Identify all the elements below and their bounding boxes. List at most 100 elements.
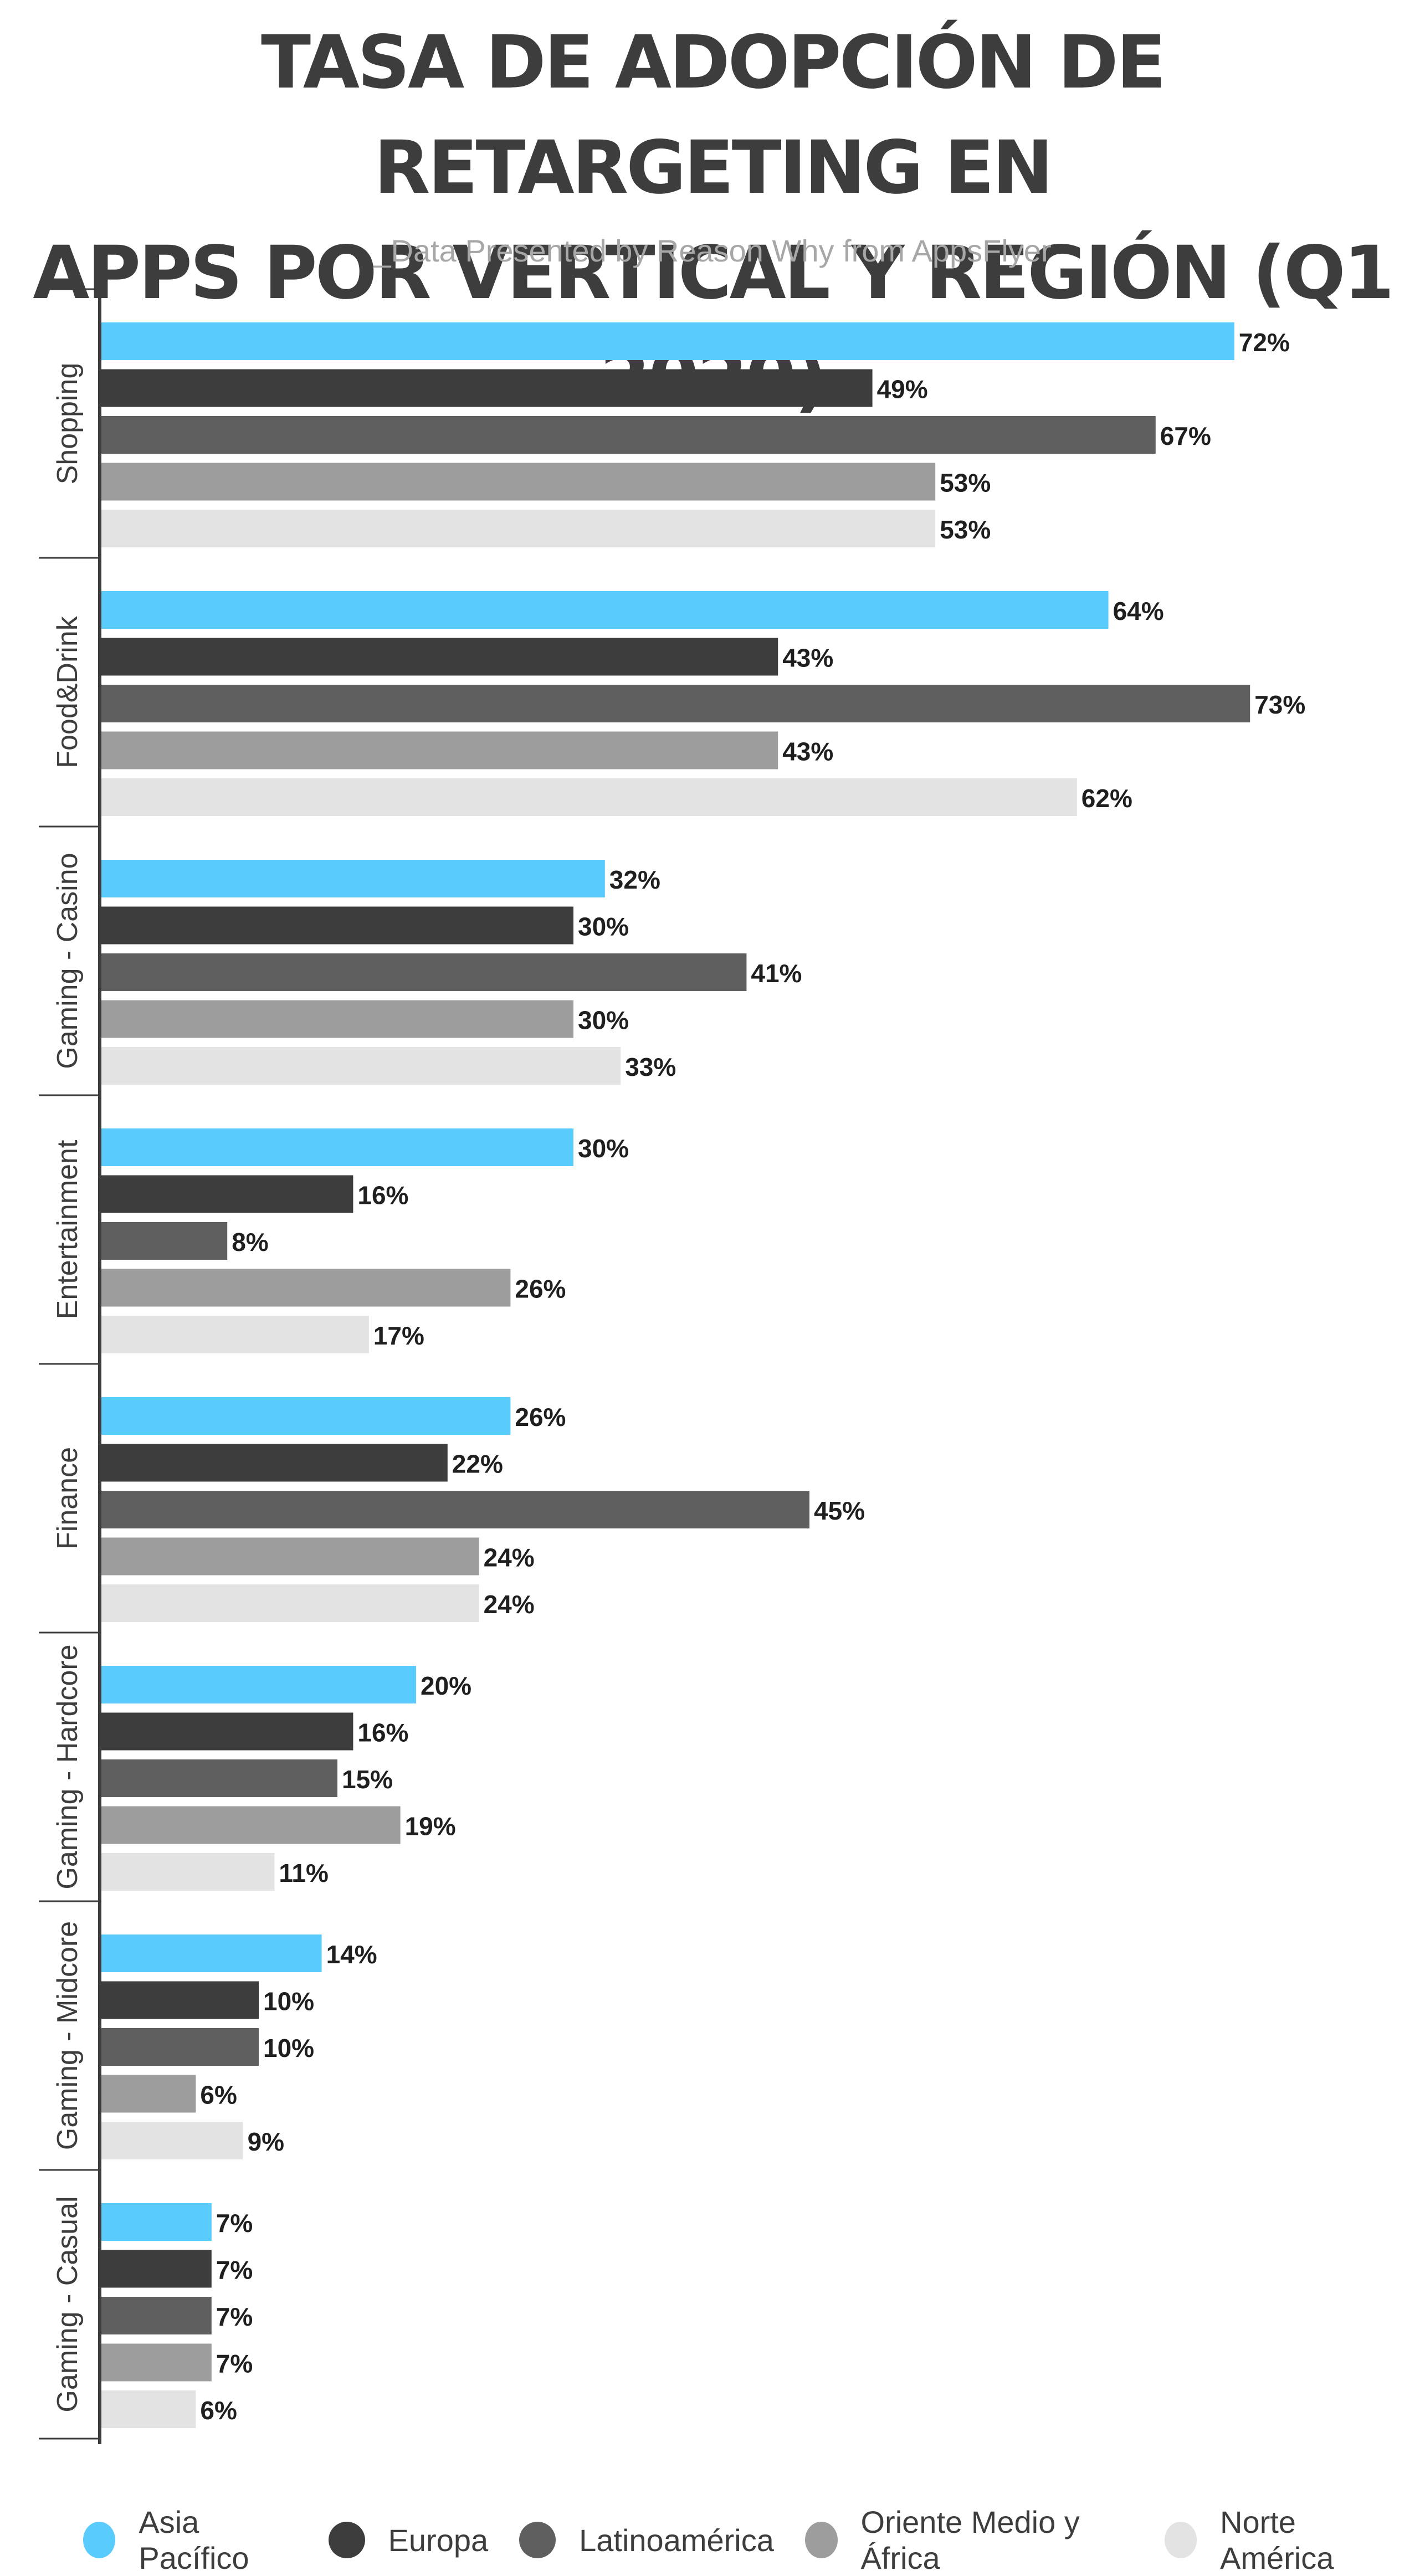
data-label-entertainment-europa: 16% (357, 1181, 408, 1210)
data-label-gaming-midcore-latinoam-rica: 10% (263, 2034, 314, 2062)
data-label-gaming-midcore-norte-am-rica: 9% (248, 2127, 284, 2156)
chart-title-line-1: TASA DE ADOPCIÓN DE RETARGETING EN (261, 20, 1166, 211)
bar-entertainment-norte-am-rica (101, 1316, 369, 1353)
bar-gaming-casual-europa (101, 2250, 212, 2288)
data-label-gaming-casino-asia-pac-fico: 32% (609, 865, 660, 894)
bar-food-drink-oriente-medio-y-frica (101, 731, 778, 769)
data-label-shopping-europa: 49% (877, 375, 928, 404)
bar-entertainment-latinoam-rica (101, 1222, 228, 1260)
bar-gaming-hardcore-europa (101, 1712, 353, 1751)
data-label-gaming-midcore-asia-pac-fico: 14% (326, 1940, 377, 1969)
data-label-shopping-norte-am-rica: 53% (940, 515, 991, 544)
category-label-entertainment: Entertainment (52, 1140, 84, 1319)
data-label-gaming-midcore-europa: 10% (263, 1987, 314, 2016)
chart-legend: Asia Pacífico Europa Latinoamérica Oriente … (83, 2505, 1425, 2575)
bar-gaming-casual-oriente-medio-y-frica (101, 2343, 212, 2382)
data-label-gaming-casual-europa: 7% (216, 2256, 253, 2285)
legend-item-oriente-medio-y-frica: Oriente Medio y África (804, 2504, 1134, 2576)
bar-finance-norte-am-rica (101, 1584, 479, 1622)
data-label-gaming-casino-oriente-medio-y-frica: 30% (578, 1006, 629, 1035)
bar-shopping-asia-pac-fico (101, 322, 1234, 360)
chart-subtitle: _Data Presented by Reason Why from AppsF… (373, 233, 1052, 268)
data-label-finance-asia-pac-fico: 26% (515, 1403, 566, 1431)
bar-shopping-norte-am-rica (101, 510, 936, 547)
bar-gaming-midcore-asia-pac-fico (101, 1934, 322, 1972)
data-label-finance-europa: 22% (452, 1450, 503, 1479)
bar-entertainment-europa (101, 1175, 353, 1213)
legend-item-europa: Europa (328, 2522, 488, 2558)
legend-swatch (83, 2522, 116, 2558)
data-label-gaming-casino-latinoam-rica: 41% (751, 959, 802, 988)
data-label-finance-oriente-medio-y-frica: 24% (484, 1543, 535, 1572)
data-label-entertainment-norte-am-rica: 17% (373, 1321, 424, 1350)
bar-gaming-midcore-norte-am-rica (101, 2122, 243, 2159)
category-label-gaming-casino: Gaming - Casino (52, 853, 84, 1069)
bar-food-drink-latinoam-rica (101, 685, 1250, 722)
category-label-shopping: Shopping (52, 363, 84, 485)
data-label-gaming-casino-europa: 30% (578, 912, 629, 941)
data-label-shopping-latinoam-rica: 67% (1160, 422, 1211, 450)
category-label-food-drink: Food&Drink (52, 615, 84, 768)
data-label-gaming-hardcore-europa: 16% (357, 1718, 408, 1747)
data-label-food-drink-latinoam-rica: 73% (1254, 690, 1305, 719)
data-label-food-drink-oriente-medio-y-frica: 43% (782, 737, 833, 766)
data-label-gaming-midcore-oriente-medio-y-frica: 6% (200, 2081, 237, 2110)
legend-label: Asia Pacífico (139, 2505, 249, 2575)
bar-food-drink-norte-am-rica (101, 778, 1077, 816)
bar-finance-latinoam-rica (101, 1491, 809, 1528)
bar-shopping-latinoam-rica (101, 416, 1156, 454)
bar-food-drink-asia-pac-fico (101, 591, 1109, 629)
data-label-gaming-hardcore-norte-am-rica: 11% (279, 1859, 329, 1887)
data-label-entertainment-oriente-medio-y-frica: 26% (515, 1275, 566, 1304)
data-label-gaming-casual-latinoam-rica: 7% (216, 2302, 253, 2331)
data-label-gaming-casual-norte-am-rica: 6% (200, 2396, 237, 2425)
data-label-entertainment-asia-pac-fico: 30% (578, 1134, 629, 1163)
legend-item-asia-pac-fico: Asia Pacífico (83, 2504, 298, 2576)
bar-gaming-hardcore-latinoam-rica (101, 1759, 337, 1797)
category-label-finance: Finance (52, 1447, 84, 1549)
bar-finance-europa (101, 1444, 448, 1482)
bar-gaming-midcore-europa (101, 1981, 259, 2019)
legend-item-latinoam-rica: Latinoamérica (519, 2522, 774, 2558)
data-label-food-drink-norte-am-rica: 62% (1081, 784, 1132, 813)
bar-entertainment-asia-pac-fico (101, 1128, 573, 1166)
legend-label: Latinoamérica (579, 2522, 774, 2558)
data-label-shopping-oriente-medio-y-frica: 53% (940, 469, 991, 497)
bar-finance-asia-pac-fico (101, 1397, 511, 1435)
bar-gaming-hardcore-asia-pac-fico (101, 1666, 416, 1703)
data-label-gaming-hardcore-asia-pac-fico: 20% (421, 1671, 471, 1700)
data-label-finance-norte-am-rica: 24% (484, 1590, 535, 1619)
data-label-entertainment-latinoam-rica: 8% (232, 1228, 268, 1256)
bar-gaming-casino-europa (101, 906, 573, 945)
category-label-gaming-hardcore: Gaming - Hardcore (52, 1644, 84, 1889)
data-label-food-drink-asia-pac-fico: 64% (1113, 597, 1164, 625)
bar-gaming-casual-asia-pac-fico (101, 2203, 212, 2241)
bar-gaming-casino-oriente-medio-y-frica (101, 1000, 573, 1038)
bar-entertainment-oriente-medio-y-frica (101, 1269, 511, 1307)
bar-gaming-casual-latinoam-rica (101, 2297, 212, 2334)
bar-food-drink-europa (101, 638, 778, 676)
bar-finance-oriente-medio-y-frica (101, 1537, 479, 1576)
data-label-gaming-casino-norte-am-rica: 33% (625, 1053, 676, 1081)
data-label-gaming-hardcore-latinoam-rica: 15% (342, 1765, 393, 1794)
data-label-finance-latinoam-rica: 45% (814, 1496, 865, 1525)
data-label-gaming-casual-oriente-medio-y-frica: 7% (216, 2349, 253, 2378)
legend-swatch (328, 2522, 365, 2558)
bar-shopping-europa (101, 369, 873, 407)
legend-item-norte-am-rica: Norte América (1164, 2504, 1394, 2576)
legend-swatch (804, 2522, 838, 2558)
bar-gaming-casino-norte-am-rica (101, 1047, 621, 1085)
legend-swatch (519, 2522, 556, 2558)
bar-gaming-casual-norte-am-rica (101, 2390, 196, 2428)
data-label-food-drink-europa: 43% (782, 644, 833, 673)
bar-gaming-midcore-latinoam-rica (101, 2028, 259, 2066)
bar-gaming-hardcore-norte-am-rica (101, 1853, 275, 1891)
legend-swatch (1164, 2522, 1197, 2558)
bar-gaming-casino-latinoam-rica (101, 953, 747, 991)
category-label-gaming-casual: Gaming - Casual (52, 2196, 84, 2412)
legend-label: Norte América (1220, 2505, 1334, 2575)
bar-chart: Shopping 72% 49% 67% 53% 53% Food&Drink 64% 43% 7… (39, 288, 1305, 2444)
legend-label: Oriente Medio y África (860, 2505, 1080, 2575)
bar-gaming-hardcore-oriente-medio-y-frica (101, 1806, 401, 1844)
data-label-gaming-casual-asia-pac-fico: 7% (216, 2209, 253, 2238)
